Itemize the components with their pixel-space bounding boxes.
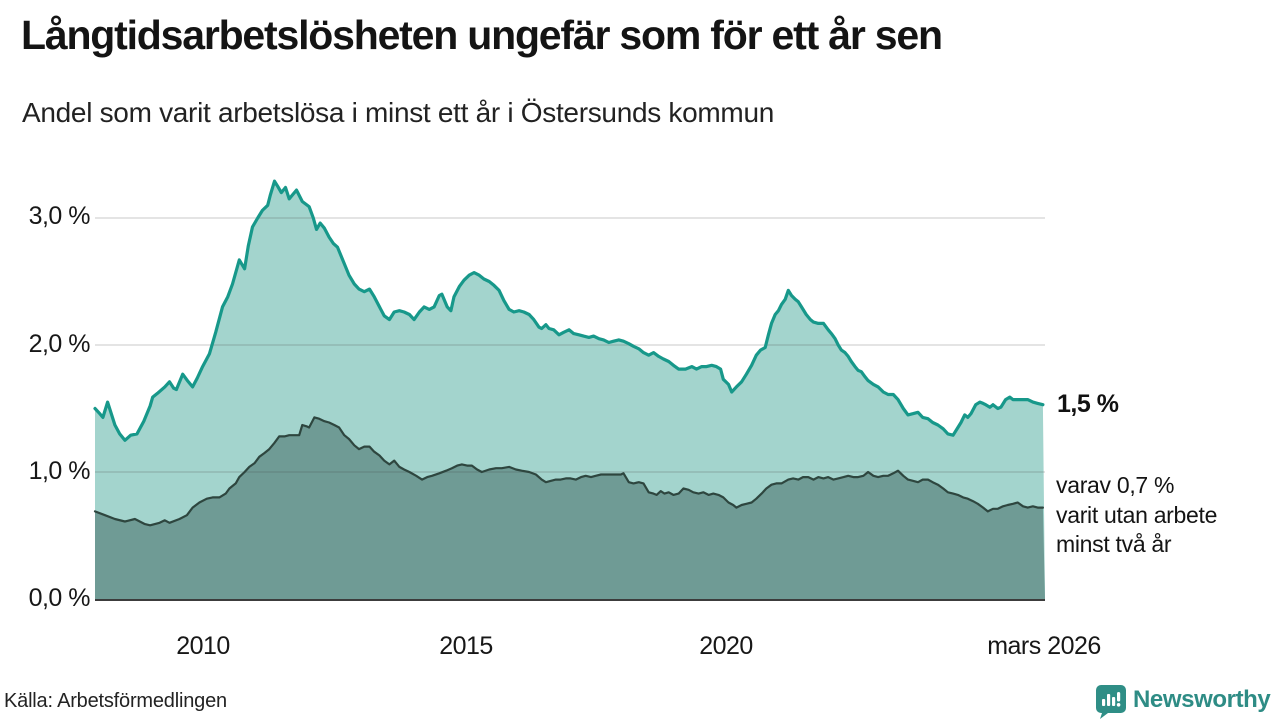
y-tick-3: 3,0 % [28, 202, 91, 230]
newsworthy-logo: Newsworthy [1096, 685, 1271, 719]
page-title: Långtidsarbetslösheten ungefär som för e… [21, 12, 943, 58]
series-end-value-label: 1,5 % [1057, 390, 1119, 418]
y-tick-0: 0,0 % [28, 584, 91, 612]
x-tick-2015: 2015 [439, 632, 493, 660]
newsworthy-logo-text: Newsworthy [1133, 686, 1271, 713]
x-tick-mars-2026: mars 2026 [987, 632, 1101, 660]
end-note-line-1: varav 0,7 % [1056, 472, 1175, 498]
y-tick-2: 2,0 % [28, 330, 91, 358]
series-end-note: varav 0,7 % varit utan arbete minst två … [1056, 471, 1217, 560]
series-min-two-years-line [93, 416, 1044, 527]
chart-subtitle: Andel som varit arbetslösa i minst ett å… [22, 97, 774, 128]
end-note-line-2: varit utan arbete [1056, 501, 1218, 528]
y-tick-1: 1,0 % [28, 457, 91, 485]
newsworthy-logo-icon [1096, 685, 1126, 719]
series-min-two-years-area [95, 417, 1045, 599]
series-min-one-year-line [93, 179, 1045, 442]
x-tick-2010: 2010 [176, 632, 230, 660]
end-note-line-3: minst två år [1056, 531, 1172, 557]
x-tick-2020: 2020 [699, 632, 753, 660]
source-credit: Källa: Arbetsförmedlingen [4, 690, 227, 712]
